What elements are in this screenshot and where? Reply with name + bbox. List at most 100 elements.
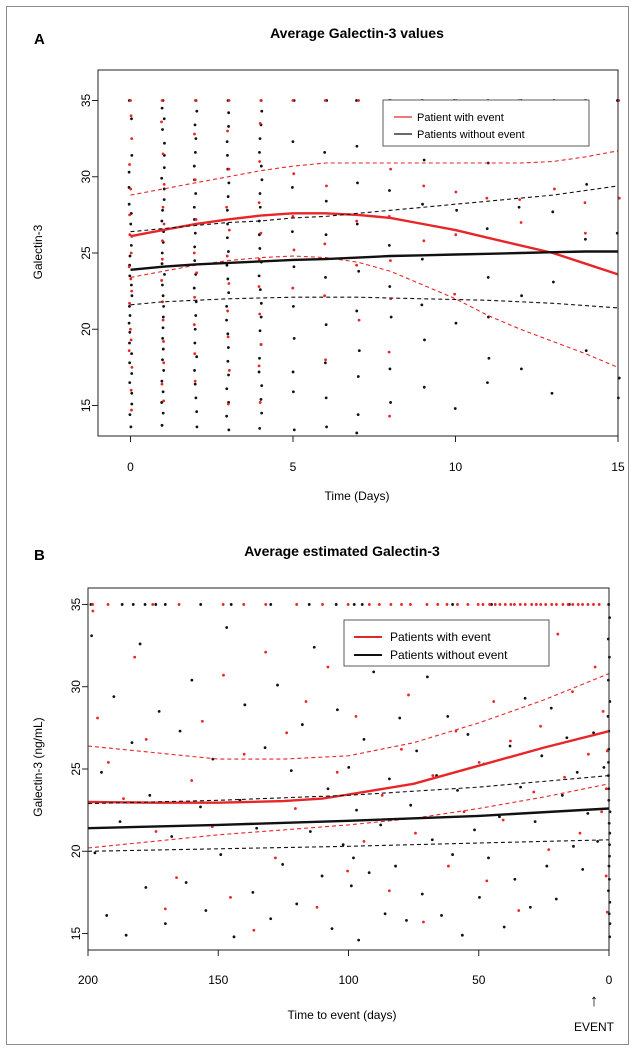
black-point — [130, 372, 133, 375]
black-point — [170, 835, 173, 838]
black-point — [230, 603, 233, 606]
black-point — [259, 329, 262, 332]
red-point — [381, 794, 384, 797]
x-tick-label: 50 — [472, 973, 486, 987]
red-point — [293, 249, 296, 252]
black-point — [301, 723, 304, 726]
black-point — [586, 812, 589, 815]
red-point — [162, 319, 165, 322]
black-point — [260, 412, 263, 415]
red-point — [605, 875, 608, 878]
red-point — [130, 339, 133, 342]
black-point — [132, 603, 135, 606]
black-point — [357, 270, 360, 273]
black-point — [179, 730, 182, 733]
red-point — [227, 282, 230, 285]
black-point — [321, 875, 324, 878]
black-point — [426, 675, 429, 678]
black-point — [260, 398, 263, 401]
black-point — [461, 934, 464, 937]
black-point — [130, 403, 133, 406]
red-point — [161, 258, 164, 261]
red-point — [130, 114, 133, 117]
red-point — [130, 137, 133, 140]
red-point — [562, 603, 565, 606]
black-point — [540, 754, 543, 757]
red-point — [259, 99, 262, 102]
red-point — [96, 717, 99, 720]
red-point — [161, 239, 164, 242]
black-point — [451, 853, 454, 856]
black-point — [584, 238, 587, 241]
red-point — [258, 364, 261, 367]
red-point — [553, 188, 556, 191]
black-point — [195, 396, 198, 399]
black-point — [128, 322, 131, 325]
red-point — [162, 340, 165, 343]
black-point — [356, 145, 359, 148]
black-point — [163, 166, 166, 169]
red-point — [264, 603, 267, 606]
red-point — [357, 99, 360, 102]
black-point — [576, 771, 579, 774]
black-point — [226, 140, 229, 143]
black-point — [225, 415, 228, 418]
red-point — [517, 909, 520, 912]
black-point — [227, 195, 230, 198]
red-point — [539, 725, 542, 728]
red-point — [252, 929, 255, 932]
panel-a-ticks: 0 5 10 151520253035 — [79, 94, 625, 474]
black-point — [313, 646, 316, 649]
red-point — [226, 310, 229, 313]
red-point — [129, 278, 132, 281]
black-point — [585, 349, 588, 352]
black-point — [225, 626, 228, 629]
red-point — [422, 239, 425, 242]
red-point — [264, 651, 267, 654]
black-point — [290, 769, 293, 772]
panel-a-xlabel: Time (Days) — [325, 489, 390, 503]
panel-b-xlabel: Time to event (days) — [288, 1008, 397, 1022]
black-point — [486, 227, 489, 230]
red-point — [294, 807, 297, 810]
black-point — [503, 926, 506, 929]
red-point — [226, 255, 229, 258]
red-point — [499, 603, 502, 606]
black-point — [415, 750, 418, 753]
confidence-band-line — [131, 186, 619, 232]
red-point — [388, 415, 391, 418]
black-point — [163, 117, 166, 120]
black-point — [455, 322, 458, 325]
black-point — [324, 276, 327, 279]
black-point — [336, 708, 339, 711]
black-point — [243, 703, 246, 706]
black-point — [353, 603, 356, 606]
red-point — [347, 603, 350, 606]
red-point — [259, 122, 262, 125]
red-point — [446, 603, 449, 606]
black-point — [565, 736, 568, 739]
red-point — [363, 840, 366, 843]
black-point — [130, 352, 133, 355]
red-point — [162, 361, 165, 364]
panel-a-ylabel: Galectin-3 — [31, 224, 45, 279]
red-point — [243, 753, 246, 756]
black-point — [389, 368, 392, 371]
red-point — [447, 865, 450, 868]
black-point — [519, 786, 522, 789]
red-point — [327, 666, 330, 669]
x-tick-label: 10 — [449, 460, 463, 474]
red-point — [594, 666, 597, 669]
black-point — [487, 856, 490, 859]
black-point — [162, 390, 165, 393]
black-point — [144, 603, 147, 606]
panel-a-letter: A — [34, 31, 45, 48]
black-point — [194, 383, 197, 386]
black-point — [227, 374, 230, 377]
black-point — [194, 328, 197, 331]
confidence-band-line — [131, 151, 619, 195]
red-point — [524, 603, 527, 606]
red-point — [436, 603, 439, 606]
black-point — [281, 863, 284, 866]
black-point — [105, 914, 108, 917]
